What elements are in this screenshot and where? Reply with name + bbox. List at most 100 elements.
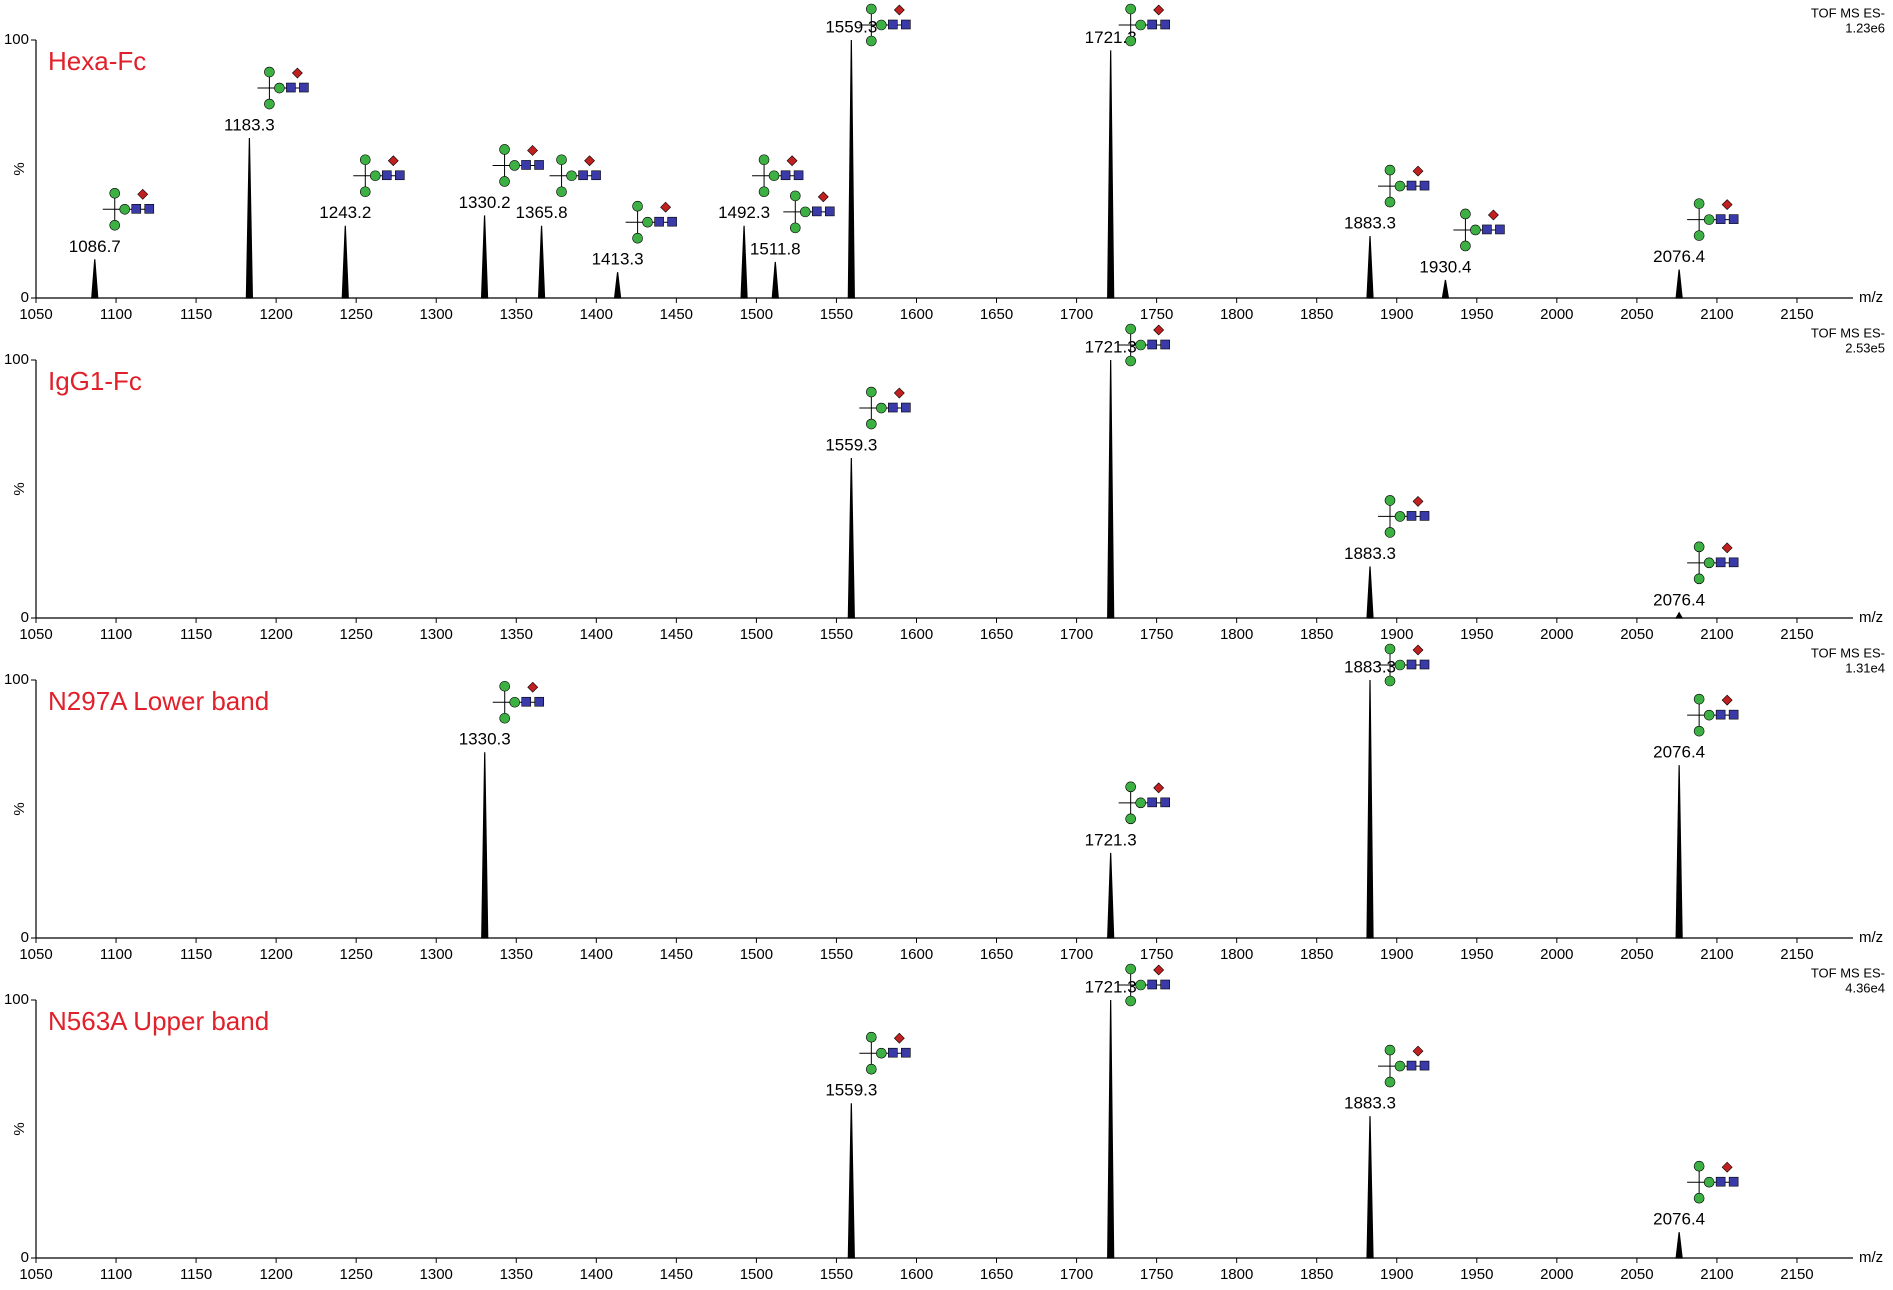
glycan-icon [1687,198,1739,241]
glycan-icon [353,154,405,198]
glycan-fucose [1721,1161,1733,1173]
x-tick-label: 1050 [19,1266,52,1283]
glycan-mannose [1703,557,1715,569]
x-tick-label: 1500 [740,946,773,963]
glycan-glcnac [521,160,531,170]
peak-label: 1883.3 [1344,214,1396,233]
x-tick-label: 1150 [180,306,212,323]
peak [245,138,254,299]
x-tick-label: 1200 [259,306,292,323]
glycan-mannose [632,200,643,212]
peak-label: 1721.3 [1085,28,1137,47]
glycan-icon [783,190,835,234]
x-tick-label: 1300 [420,626,453,643]
x-tick-label: 1650 [980,946,1013,963]
peak-label: 1721.3 [1085,977,1137,996]
glycan-mannose [499,680,511,692]
x-tick-label: 2050 [1620,946,1653,963]
x-axis-label: m/z [1859,609,1883,626]
x-tick-label: 1800 [1220,1266,1253,1283]
x-tick-label: 1450 [660,306,693,323]
peak [341,225,349,299]
x-tick-label: 1100 [100,946,132,963]
x-tick-label: 2100 [1700,946,1733,963]
glycan-glcnac [1728,214,1739,224]
spectrum-panel: Hexa-Fc TOF MS ES-1.23e6% m/z 0 100 1050 1100 1… [4,3,1885,323]
peak [1675,765,1683,939]
peak-label: 1559.3 [825,17,877,36]
glycan-icon [1118,323,1170,367]
glycan-icon [492,680,545,724]
chart-title: IgG1-Fc [48,366,142,396]
glycan-mannose [1384,675,1396,687]
glycan-fucose [893,387,905,399]
glycan-glcnac [286,82,296,93]
x-tick-label: 2000 [1540,1266,1573,1283]
x-tick-label: 1400 [580,626,613,643]
peak-label: 2076.4 [1653,590,1705,609]
peak [613,272,622,299]
peak [1675,1232,1683,1259]
glycan-glcnac [381,170,392,181]
peak-label: 1492.3 [718,203,770,222]
x-tick-label: 1300 [420,946,453,963]
x-tick-label: 1350 [500,626,533,643]
glycan-mannose [866,3,877,15]
peak-label: 1330.3 [459,730,511,749]
glycan-mannose [1693,230,1705,241]
peak [1675,269,1683,299]
peak-label: 1183.3 [224,116,275,135]
spectrum-panel: N297A Lower band TOF MS ES-1.31e4% m/z 0 100… [4,643,1885,963]
glycan-icon [625,200,677,244]
peak [481,752,489,939]
glycan-fucose [1721,199,1733,211]
glycan-fucose [1412,1045,1424,1057]
x-tick-label: 1250 [339,306,372,323]
glycan-glcnac [1419,180,1430,191]
intensity-label: 1.31e4 [1845,660,1885,675]
x-tick-label: 1750 [1140,626,1173,643]
glycan-glcnac [888,402,898,413]
x-tick-label: 1400 [580,1266,613,1283]
glycan-mannose [1125,3,1136,15]
x-axis-label: m/z [1859,289,1883,306]
glycan-glcnac [1715,214,1726,224]
peak-label: 1413.3 [592,250,644,269]
glycan-mannose [1384,164,1396,176]
glycan-mannose [1693,541,1705,553]
glycan-fucose [1412,495,1424,507]
glycan-icon [549,154,601,198]
glycan-mannose [876,19,887,31]
x-tick-label: 1600 [900,306,933,323]
glycan-mannose [1460,208,1471,220]
y-tick-label: 0 [21,1249,29,1266]
glycan-glcnac [793,170,804,181]
x-tick-label: 1800 [1220,946,1253,963]
glycan-mannose [359,186,371,198]
x-tick-label: 1600 [900,946,933,963]
glycan-fucose [1153,782,1165,794]
glycan-icon [102,188,155,231]
glycan-icon [1687,693,1739,737]
x-tick-label: 1400 [580,946,613,963]
glycan-glcnac [1160,19,1170,30]
glycan-mannose [1125,813,1136,825]
x-tick-label: 1950 [1460,1266,1493,1283]
glycan-fucose [1721,542,1733,554]
x-tick-label: 1050 [19,626,52,643]
glycan-glcnac [1728,557,1739,568]
glycan-glcnac [131,204,142,214]
x-tick-label: 1450 [660,1266,693,1283]
x-tick-label: 1500 [740,1266,773,1283]
glycan-fucose [817,191,829,203]
glycan-mannose [876,402,887,414]
glycan-mannose [369,170,381,182]
spectrum-panel: IgG1-Fc TOF MS ES-2.53e5% m/z 0 100 1050 1100 1… [4,323,1885,643]
glycan-mannose [499,176,510,187]
glycan-mannose [866,35,877,47]
glycan-mannose [1125,995,1136,1007]
x-tick-label: 1550 [820,626,853,643]
x-tick-label: 1750 [1140,1266,1173,1283]
glycan-fucose [1153,964,1165,976]
glycan-icon [859,3,911,47]
